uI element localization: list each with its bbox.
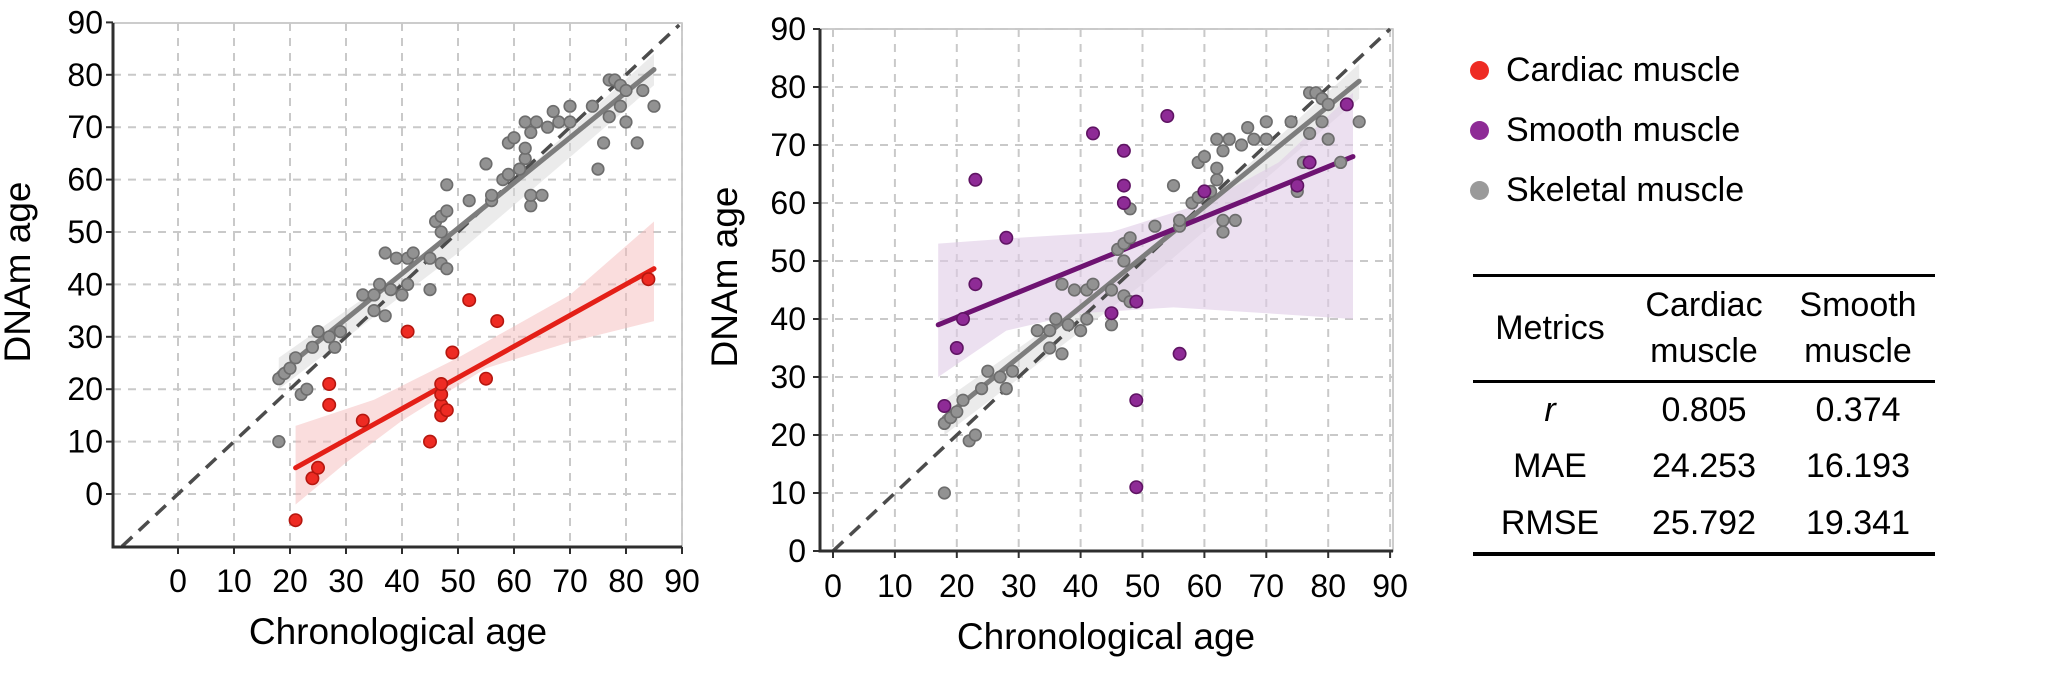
cardiac-muscle-regression-line (293, 266, 657, 471)
svg-text:10: 10 (216, 563, 252, 599)
svg-text:10: 10 (877, 568, 913, 604)
svg-text:50: 50 (770, 243, 806, 279)
tick-labels: 0 10 20 30 40 50 60 70 80 90 0 10 20 30 40 50 60 70 80 90 (67, 4, 699, 599)
svg-text:0: 0 (85, 476, 103, 512)
table-row-r-label: r (1544, 391, 1556, 430)
smooth-muscle-dot-icon (1470, 120, 1489, 140)
svg-text:90: 90 (67, 4, 103, 40)
svg-text:80: 80 (770, 69, 806, 105)
svg-text:50: 50 (67, 214, 103, 250)
svg-text:80: 80 (1310, 568, 1346, 604)
skeletal-muscle-regression-line (941, 78, 1362, 421)
svg-text:60: 60 (1187, 568, 1223, 604)
cardiac-muscle-confidence-band (295, 221, 654, 505)
cardiac-vs-skeletal-chart: 0 10 20 30 40 50 60 70 80 90 0 10 20 30 40 50 60 70 80 90 Ch… (0, 4, 700, 652)
svg-text:60: 60 (770, 185, 806, 221)
svg-text:70: 70 (1249, 568, 1285, 604)
svg-text:30: 30 (770, 359, 806, 395)
table-cell-rmse-smooth: 19.341 (1806, 503, 1910, 542)
table-row-rmse-label: RMSE (1500, 503, 1600, 542)
axes (111, 23, 682, 549)
svg-text:10: 10 (67, 424, 103, 460)
svg-text:0: 0 (824, 568, 842, 604)
svg-text:20: 20 (272, 563, 308, 599)
svg-text:40: 40 (384, 563, 420, 599)
svg-text:60: 60 (67, 162, 103, 198)
cardiac-muscle-points (288, 272, 656, 528)
skeletal-muscle-points (937, 86, 1366, 500)
smooth-muscle-points (937, 97, 1354, 495)
skeletal-muscle-regression-line (276, 67, 657, 376)
table-cell-mae-cardiac: 24.253 (1652, 447, 1756, 486)
legend-label-smooth: Smooth muscle (1506, 111, 1741, 149)
table-cell-rmse-cardiac: 25.792 (1652, 503, 1756, 542)
table-row-mae-label: MAE (1513, 447, 1587, 486)
svg-text:90: 90 (770, 11, 806, 47)
svg-text:30: 30 (67, 319, 103, 355)
identity-line (120, 23, 681, 548)
table-cell-mae-smooth: 16.193 (1806, 447, 1910, 486)
svg-text:40: 40 (67, 266, 103, 302)
legend-label-skeletal: Skeletal muscle (1506, 171, 1745, 209)
x-axis-label: Chronological age (957, 616, 1255, 657)
legend-item-skeletal-muscle: Skeletal muscle (1470, 170, 1744, 210)
table-cell-r-cardiac: 0.805 (1661, 391, 1747, 430)
svg-text:80: 80 (67, 57, 103, 93)
svg-text:30: 30 (328, 563, 364, 599)
table-header-metrics: Metrics (1473, 277, 1627, 383)
tick-labels: 0 10 20 30 40 50 60 70 80 90 0 10 20 30 40 50 60 70 80 90 (770, 11, 1407, 604)
svg-text:20: 20 (770, 417, 806, 453)
skeletal-muscle-points (272, 73, 661, 449)
x-axis-label: Chronological age (249, 611, 547, 652)
smooth-muscle-confidence-band (938, 92, 1353, 378)
y-axis-label: DNAm age (0, 182, 38, 363)
gridlines (113, 23, 683, 547)
table-cell-r-smooth: 0.374 (1815, 391, 1901, 430)
svg-text:60: 60 (496, 563, 532, 599)
svg-text:90: 90 (664, 563, 700, 599)
svg-text:50: 50 (1125, 568, 1161, 604)
svg-text:80: 80 (608, 563, 644, 599)
legend: Cardiac muscle Smooth muscle Skeletal mu… (1470, 50, 1744, 230)
smooth-muscle-regression-line (935, 154, 1356, 328)
svg-text:40: 40 (1063, 568, 1099, 604)
svg-text:40: 40 (770, 301, 806, 337)
legend-item-cardiac-muscle: Cardiac muscle (1470, 50, 1744, 90)
svg-text:70: 70 (552, 563, 588, 599)
svg-text:10: 10 (770, 475, 806, 511)
svg-text:70: 70 (67, 109, 103, 145)
table-header-cardiac-muscle: Cardiac muscle (1627, 277, 1781, 383)
legend-item-smooth-muscle: Smooth muscle (1470, 110, 1744, 150)
svg-text:20: 20 (67, 371, 103, 407)
svg-text:20: 20 (939, 568, 975, 604)
svg-text:70: 70 (770, 127, 806, 163)
svg-text:50: 50 (440, 563, 476, 599)
legend-label-cardiac: Cardiac muscle (1506, 51, 1741, 89)
cardiac-muscle-dot-icon (1470, 60, 1489, 80)
y-axis-label: DNAm age (704, 187, 745, 368)
svg-text:0: 0 (788, 533, 806, 569)
skeletal-muscle-dot-icon (1470, 180, 1489, 200)
svg-text:30: 30 (1001, 568, 1037, 604)
svg-text:0: 0 (169, 563, 187, 599)
metrics-table: Metrics Cardiac muscle Smooth muscle r 0… (1473, 274, 1935, 556)
table-header-smooth-muscle: Smooth muscle (1781, 277, 1935, 383)
svg-text:90: 90 (1372, 568, 1408, 604)
smooth-vs-skeletal-chart: 0 10 20 30 40 50 60 70 80 90 0 10 20 30 40 50 60 70 80 90 Ch… (704, 11, 1408, 657)
